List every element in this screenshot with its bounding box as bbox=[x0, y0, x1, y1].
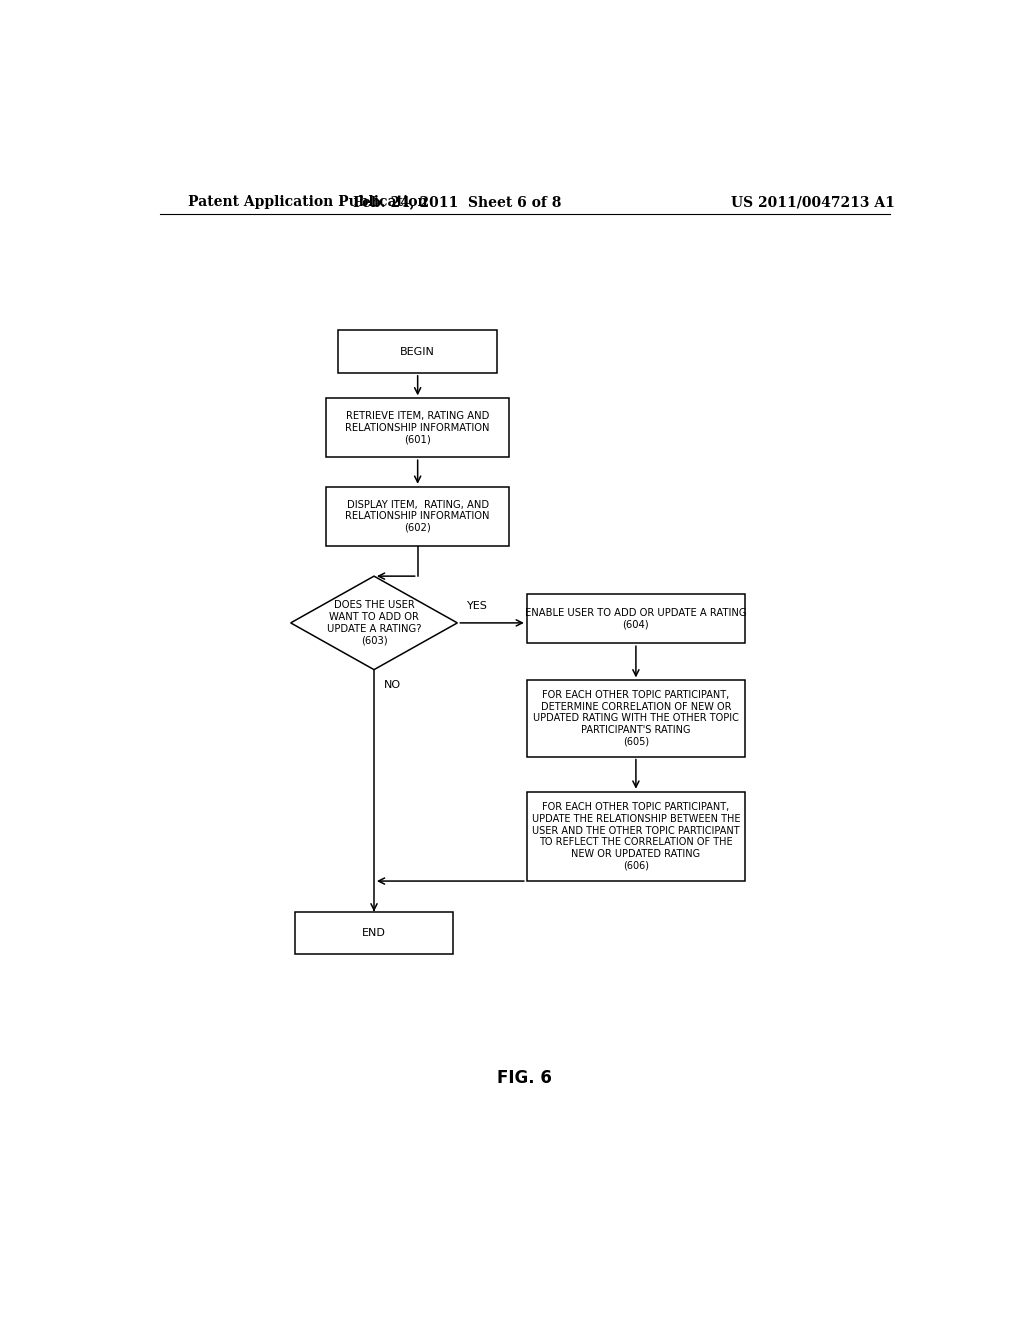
Text: RETRIEVE ITEM, RATING AND
RELATIONSHIP INFORMATION
(601): RETRIEVE ITEM, RATING AND RELATIONSHIP I… bbox=[345, 411, 489, 445]
Text: DOES THE USER
WANT TO ADD OR
UPDATE A RATING?
(603): DOES THE USER WANT TO ADD OR UPDATE A RA… bbox=[327, 601, 421, 645]
FancyBboxPatch shape bbox=[327, 487, 509, 545]
Text: Feb. 24, 2011  Sheet 6 of 8: Feb. 24, 2011 Sheet 6 of 8 bbox=[353, 195, 561, 209]
FancyBboxPatch shape bbox=[526, 792, 745, 880]
Text: FOR EACH OTHER TOPIC PARTICIPANT,
DETERMINE CORRELATION OF NEW OR
UPDATED RATING: FOR EACH OTHER TOPIC PARTICIPANT, DETERM… bbox=[532, 690, 739, 747]
Text: YES: YES bbox=[467, 601, 487, 611]
Text: DISPLAY ITEM,  RATING, AND
RELATIONSHIP INFORMATION
(602): DISPLAY ITEM, RATING, AND RELATIONSHIP I… bbox=[345, 499, 489, 533]
FancyBboxPatch shape bbox=[526, 594, 745, 643]
Text: NO: NO bbox=[384, 680, 400, 690]
Text: FOR EACH OTHER TOPIC PARTICIPANT,
UPDATE THE RELATIONSHIP BETWEEN THE
USER AND T: FOR EACH OTHER TOPIC PARTICIPANT, UPDATE… bbox=[531, 803, 740, 870]
Text: FIG. 6: FIG. 6 bbox=[498, 1069, 552, 1088]
FancyBboxPatch shape bbox=[295, 912, 454, 954]
Polygon shape bbox=[291, 576, 458, 669]
Text: ENABLE USER TO ADD OR UPDATE A RATING
(604): ENABLE USER TO ADD OR UPDATE A RATING (6… bbox=[525, 609, 746, 630]
FancyBboxPatch shape bbox=[327, 399, 509, 457]
Text: US 2011/0047213 A1: US 2011/0047213 A1 bbox=[731, 195, 895, 209]
Text: BEGIN: BEGIN bbox=[400, 347, 435, 356]
Text: Patent Application Publication: Patent Application Publication bbox=[187, 195, 427, 209]
FancyBboxPatch shape bbox=[338, 330, 497, 372]
Text: END: END bbox=[362, 928, 386, 939]
FancyBboxPatch shape bbox=[526, 680, 745, 756]
